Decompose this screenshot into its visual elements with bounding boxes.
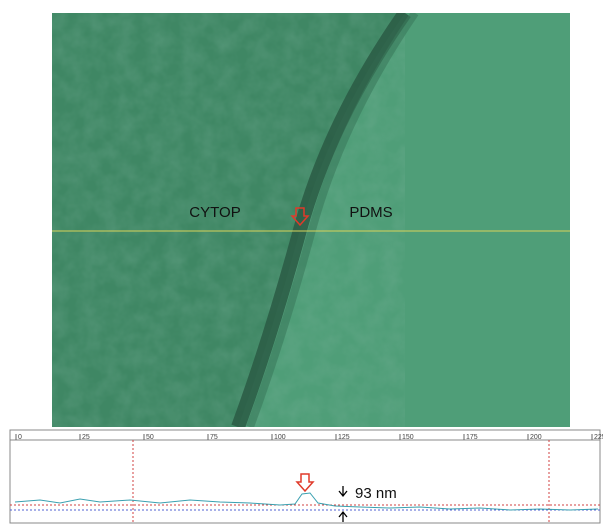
ruler-label: 225 <box>594 434 603 441</box>
ruler-label: 150 <box>402 434 414 441</box>
ruler-label: 75 <box>210 434 218 441</box>
ruler-label: 200 <box>530 434 542 441</box>
ruler-label: 0 <box>18 434 22 441</box>
figure: CYTOP PDMS 93 nm 0 25 50 75 100 125 150 175 200 2… <box>0 0 603 525</box>
ruler-label: 175 <box>466 434 478 441</box>
ruler-label: 50 <box>146 434 154 441</box>
micrograph: CYTOP PDMS <box>52 13 570 427</box>
height-annotation: 93 nm <box>355 485 397 502</box>
profile-plot: 93 nm 0 25 50 75 100 125 150 175 200 225 <box>10 430 603 523</box>
ruler-label: 25 <box>82 434 90 441</box>
ruler-label: 125 <box>338 434 350 441</box>
ruler-label: 100 <box>274 434 286 441</box>
material-label: CYTOP <box>189 204 240 221</box>
material-label: PDMS <box>349 204 392 221</box>
